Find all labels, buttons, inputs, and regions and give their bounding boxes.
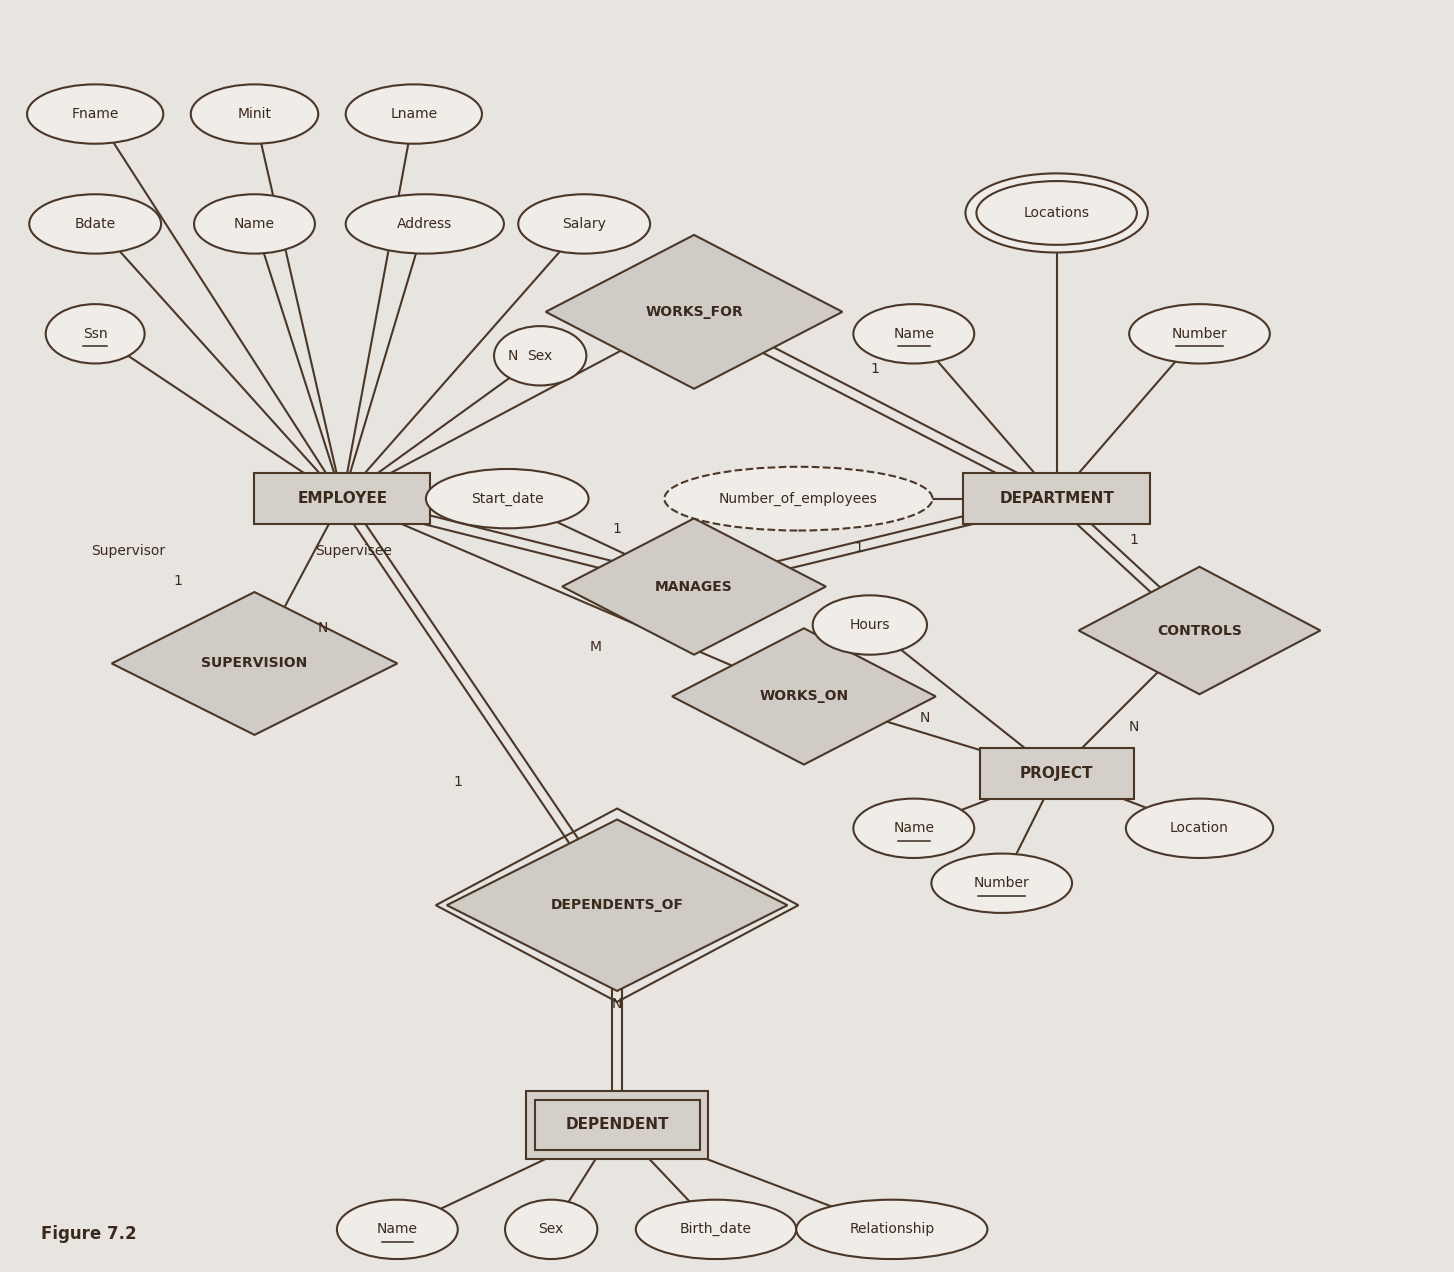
FancyBboxPatch shape <box>535 1100 699 1150</box>
Text: DEPENDENTS_OF: DEPENDENTS_OF <box>551 898 683 912</box>
Text: Hours: Hours <box>849 618 890 632</box>
Text: DEPENDENT: DEPENDENT <box>566 1118 669 1132</box>
Polygon shape <box>545 235 842 389</box>
Ellipse shape <box>1125 799 1274 859</box>
Text: Sex: Sex <box>528 349 553 363</box>
Text: SUPERVISION: SUPERVISION <box>201 656 308 670</box>
FancyBboxPatch shape <box>980 748 1134 799</box>
Ellipse shape <box>977 181 1137 244</box>
Ellipse shape <box>29 195 161 253</box>
Text: Name: Name <box>234 218 275 232</box>
Text: Lname: Lname <box>390 107 438 121</box>
Text: Number: Number <box>1172 327 1227 341</box>
FancyBboxPatch shape <box>963 473 1150 524</box>
Ellipse shape <box>932 854 1072 913</box>
Ellipse shape <box>426 469 589 528</box>
Text: N: N <box>507 349 518 363</box>
Ellipse shape <box>346 84 481 144</box>
Text: Number_of_employees: Number_of_employees <box>718 491 878 506</box>
Text: Birth_date: Birth_date <box>680 1222 752 1236</box>
Text: 1: 1 <box>855 541 864 555</box>
Polygon shape <box>1079 567 1320 695</box>
Text: 1: 1 <box>612 523 621 537</box>
Text: MANAGES: MANAGES <box>656 580 733 594</box>
Ellipse shape <box>190 84 318 144</box>
Text: Sex: Sex <box>538 1222 564 1236</box>
Ellipse shape <box>965 173 1147 253</box>
Text: Location: Location <box>1170 822 1229 836</box>
Text: DEPARTMENT: DEPARTMENT <box>999 491 1114 506</box>
Text: Bdate: Bdate <box>74 218 116 232</box>
Text: Relationship: Relationship <box>849 1222 935 1236</box>
Text: Name: Name <box>893 327 935 341</box>
Ellipse shape <box>518 195 650 253</box>
Polygon shape <box>112 591 397 735</box>
Text: WORKS_FOR: WORKS_FOR <box>646 305 743 319</box>
Text: Name: Name <box>893 822 935 836</box>
Text: Supervisor: Supervisor <box>92 544 166 558</box>
Text: 1: 1 <box>454 775 462 789</box>
Polygon shape <box>446 819 788 991</box>
Text: Name: Name <box>377 1222 417 1236</box>
Text: WORKS_ON: WORKS_ON <box>759 689 849 703</box>
Ellipse shape <box>28 84 163 144</box>
Polygon shape <box>563 519 826 655</box>
Text: N: N <box>612 997 622 1011</box>
Ellipse shape <box>797 1199 987 1259</box>
Text: N: N <box>1128 720 1138 734</box>
Ellipse shape <box>346 195 505 253</box>
Text: Address: Address <box>397 218 452 232</box>
Text: Minit: Minit <box>237 107 272 121</box>
Ellipse shape <box>505 1199 598 1259</box>
Text: 1: 1 <box>871 363 880 377</box>
Ellipse shape <box>193 195 316 253</box>
Ellipse shape <box>494 326 586 385</box>
Text: M: M <box>589 640 601 654</box>
FancyBboxPatch shape <box>254 473 430 524</box>
Text: N: N <box>919 711 931 725</box>
Text: Salary: Salary <box>563 218 606 232</box>
Text: 1: 1 <box>173 574 182 588</box>
Ellipse shape <box>337 1199 458 1259</box>
Text: Supervisee: Supervisee <box>316 544 391 558</box>
Text: Fname: Fname <box>71 107 119 121</box>
Text: Locations: Locations <box>1024 206 1089 220</box>
Ellipse shape <box>635 1199 797 1259</box>
Text: EMPLOYEE: EMPLOYEE <box>298 491 387 506</box>
Text: Ssn: Ssn <box>83 327 108 341</box>
Ellipse shape <box>853 799 974 859</box>
Text: PROJECT: PROJECT <box>1019 766 1093 781</box>
Text: N: N <box>317 621 327 635</box>
Text: Start_date: Start_date <box>471 491 544 506</box>
Polygon shape <box>672 628 936 764</box>
Ellipse shape <box>813 595 928 655</box>
Ellipse shape <box>853 304 974 364</box>
Ellipse shape <box>664 467 932 530</box>
Ellipse shape <box>45 304 144 364</box>
Ellipse shape <box>1130 304 1269 364</box>
Text: 1: 1 <box>1130 533 1138 547</box>
Text: Figure 7.2: Figure 7.2 <box>41 1225 137 1243</box>
Text: CONTROLS: CONTROLS <box>1157 623 1242 637</box>
Text: Number: Number <box>974 876 1029 890</box>
FancyBboxPatch shape <box>526 1091 708 1159</box>
